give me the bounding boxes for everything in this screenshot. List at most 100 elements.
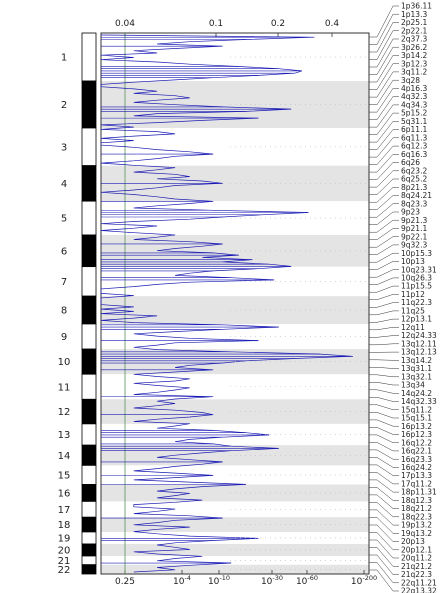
ideogram-segment-9 [81,323,97,350]
cytoband-label: 11q25 [401,306,425,315]
cytoband-leader [369,427,399,435]
cytoband-label: 18q21.2 [401,504,432,513]
cytoband-label: 8q24.21 [401,191,432,200]
cytoband-leader [369,170,399,188]
cytoband-label: 4q34.3 [401,100,427,109]
cytoband-leader [369,178,399,195]
cytoband-leader [369,294,399,300]
cytoband-label: 13q32.1 [401,372,432,381]
cytoband-label: 9p23 [401,208,420,217]
cytoband-label: 6q25.2 [401,175,427,184]
cytoband-leader [369,269,399,278]
cytoband-leader [369,195,399,210]
cytoband-leader [369,211,399,225]
ideogram-segment-17 [81,500,97,518]
cytoband-leader [369,22,399,53]
cytoband-leader [369,517,399,534]
cytoband-leader [369,71,399,98]
cytoband-label: 13q14.2 [401,356,432,365]
cytoband-label: 19p13.2 [401,521,432,530]
cytoband-label: 20p12.1 [401,545,432,554]
top-tick-label: 0.1 [209,19,223,29]
cytoband-label: 9p22.1 [401,232,427,241]
ideogram-segment-12 [81,398,97,425]
cytoband-label: 14q32.33 [401,397,437,406]
cytoband-label: 13q12.13 [401,348,437,357]
chromosome-ideogram [81,32,97,575]
ideogram-segment-21 [81,555,97,566]
ideogram-segment-10 [81,348,97,375]
cytoband-leader [369,104,399,128]
top-tick-label: 0.2 [271,19,285,29]
chromosome-label-16: 16 [58,488,71,499]
cytoband-leader [369,96,399,120]
bottom-tick-label: 10-30 [261,574,283,587]
bottom-axis: 0.25 10-4 10-10 10-30 10-60 10-200 [115,570,377,587]
cytoband-label: 11p12 [401,290,425,299]
cytoband-label: 3q28 [401,76,420,85]
cytoband-leader [369,302,399,308]
chromosome-label-6: 6 [61,246,67,257]
ideogram-segment-3 [81,127,97,167]
ideogram-segment-19 [81,531,97,545]
chromosome-label-19: 19 [58,533,71,544]
cytoband-label: 6q16.3 [401,150,427,159]
cytoband-label: 17q11.2 [401,479,432,488]
cytoband-label: 6q23.2 [401,166,427,175]
cytoband-label: 12q24.33 [401,331,437,340]
cytoband-leader [369,472,399,485]
cytoband-leader [369,367,399,369]
cytoband-leader [369,203,399,218]
cytoband-leader [369,539,399,559]
cytoband-label: 2p25.1 [401,18,427,27]
cytoband-label: 4q32.3 [401,92,427,101]
cytoband-label: 18q22.3 [401,512,432,521]
cytoband-leader [369,38,399,68]
cytoband-leader [369,434,399,443]
alternating-chromosome-bands [101,81,369,574]
cytoband-label: 10q23.31 [401,265,437,274]
cytoband-leader [369,310,399,316]
cytoband-leader [369,569,399,592]
cytoband-label: 10q26.3 [401,274,432,283]
cytoband-label: 8q23.3 [401,199,427,208]
cytoband-label: 5q31.1 [401,117,427,126]
cytoband-label: 16q22.1 [401,447,432,456]
top-tick-label: 0.4 [325,19,340,29]
cytoband-label: 8p21.3 [401,183,427,192]
chromosome-label-21: 21 [58,556,71,567]
cytoband-leader [369,121,399,143]
chromosome-label-1: 1 [61,53,67,64]
chromosome-label-12: 12 [58,407,71,418]
cytoband-leader [369,479,399,493]
chromosome-label-5: 5 [61,214,67,225]
cytoband-label: 2q37.3 [401,35,427,44]
cytoband-label: 6q26 [401,158,420,167]
cytoband-leader [369,145,399,165]
chromosome-label-17: 17 [58,505,71,516]
signal-line [100,34,353,573]
cytoband-label: 16p13.2 [401,422,432,431]
cytoband-label: 3p26.2 [401,43,427,52]
cytoband-leader [369,327,399,331]
signal-series [100,34,353,573]
cytoband-leader [369,335,399,338]
cytoband-leader [369,137,399,158]
ideogram-segment-1 [81,32,97,82]
cytoband-label: 12p13.1 [401,315,432,324]
cytoband-label: 13q31.1 [401,364,432,373]
cytoband-label: 22q11.21 [401,578,437,587]
ideogram-segment-4 [81,165,97,202]
cytoband-label: 13q12.11 [401,339,437,348]
cytoband-leader [369,464,399,476]
cytoband-leader [369,359,399,361]
cytoband-label: 16q24.2 [401,463,432,472]
bottom-tick-label: 10-60 [296,574,318,587]
cytoband-leader [369,562,399,584]
cytoband-leader [369,532,399,551]
cytoband-label: 17p13.3 [401,471,432,480]
bottom-tick-label: 10-200 [351,574,377,587]
cytoband-leader [369,509,399,526]
cytoband-label: 13q34 [401,381,425,390]
